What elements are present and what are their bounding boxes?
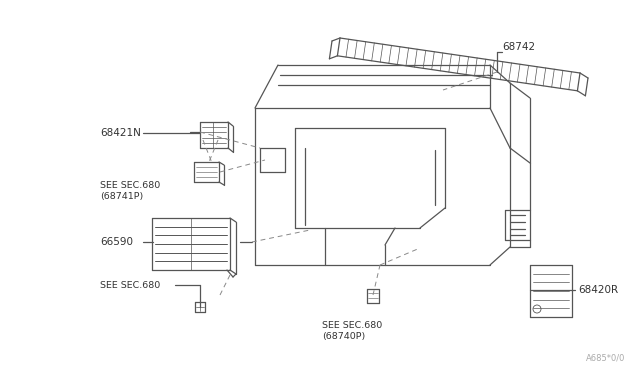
Text: SEE SEC.680: SEE SEC.680	[100, 280, 160, 289]
Text: 68421N: 68421N	[100, 128, 141, 138]
Text: SEE SEC.680: SEE SEC.680	[322, 321, 382, 330]
Text: 68420R: 68420R	[578, 285, 618, 295]
Text: A685*0/0: A685*0/0	[586, 353, 625, 362]
Text: 68742: 68742	[502, 42, 535, 52]
Text: 66590: 66590	[100, 237, 133, 247]
Text: SEE SEC.680: SEE SEC.680	[100, 180, 160, 189]
Text: (68740P): (68740P)	[322, 333, 365, 341]
Text: (68741P): (68741P)	[100, 192, 143, 202]
